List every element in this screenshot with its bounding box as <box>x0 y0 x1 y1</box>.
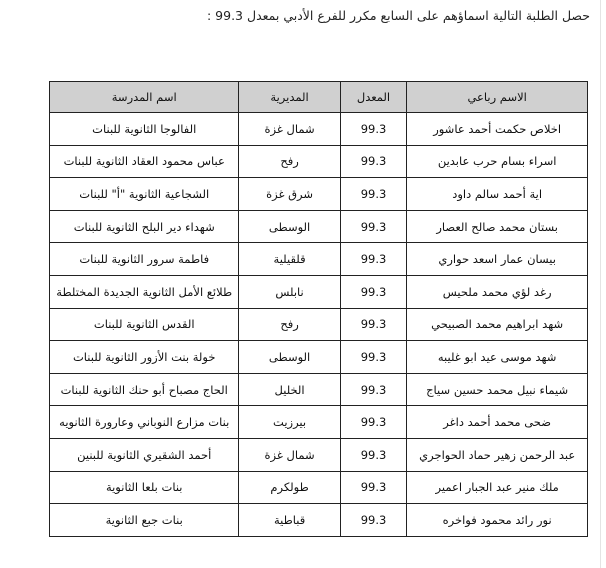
directorate-cell: شمال غزة <box>238 112 341 146</box>
school-name-cell: بنات مزارع النوباني وعارورة الثانويه <box>48 405 240 439</box>
table-row: شهد ابراهيم محمد الصبيحي 99.3 رفح القدس الث… <box>48 307 588 342</box>
school-name-cell: بنات جبع الثانوية <box>48 503 240 537</box>
student-name-cell: ضحى محمد أحمد داغر <box>406 405 588 439</box>
average-cell: 99.3 <box>339 405 408 439</box>
student-name-cell: بستان محمد صالح العصار <box>406 209 588 244</box>
directorate-cell: قباطية <box>238 503 341 537</box>
table-row: اسراء بسام حرب عابدين 99.3 رفح عباس محمود ا… <box>48 144 588 179</box>
average-cell: 99.3 <box>339 242 408 276</box>
header-average: المعدل <box>339 81 408 113</box>
student-name-cell: اسراء بسام حرب عابدين <box>406 144 588 179</box>
directorate-cell: الوسطى <box>238 340 341 374</box>
school-name-cell: عباس محمود العقاد الثانوية للبنات <box>48 144 240 179</box>
directorate-cell: طولكرم <box>238 470 341 505</box>
table-row: عبد الرحمن زهير حماد الحواجري 99.3 شمال غز… <box>48 437 588 472</box>
student-name-cell: رغد لؤي محمد ملحيس <box>406 274 588 309</box>
student-name-cell: نور رائد محمود فواخره <box>406 503 588 537</box>
table-row: ملك منير عبد الجبار اعمير 99.3 طولكرم بنات … <box>48 470 588 505</box>
average-cell: 99.3 <box>339 437 408 472</box>
average-cell: 99.3 <box>339 209 408 244</box>
average-cell: 99.3 <box>339 112 408 146</box>
average-cell: 99.3 <box>339 144 408 179</box>
student-name-cell: ملك منير عبد الجبار اعمير <box>406 470 588 505</box>
average-cell: 99.3 <box>339 307 408 342</box>
average-cell: 99.3 <box>339 177 408 211</box>
header-school: اسم المدرسة <box>48 81 240 113</box>
directorate-cell: بيرزيت <box>238 405 341 439</box>
school-name-cell: القدس الثانوية للبنات <box>48 307 240 342</box>
page-edge <box>600 0 601 568</box>
school-name-cell: خولة بنت الأزور الثانوية للبنات <box>48 340 240 374</box>
average-cell: 99.3 <box>339 470 408 505</box>
header-directorate: المديرية <box>238 81 341 113</box>
student-name-cell: شيماء نبيل محمد حسين سياج <box>406 372 588 407</box>
student-name-cell: اية أحمد سالم داود <box>406 177 588 211</box>
school-name-cell: الشجاعية الثانوية "أ" للبنات <box>48 177 240 211</box>
directorate-cell: رفح <box>238 144 341 179</box>
school-name-cell: طلائع الأمل الثانوية الجديدة المختلطة <box>48 274 240 309</box>
directorate-cell: شرق غزة <box>238 177 341 211</box>
directorate-cell: رفح <box>238 307 341 342</box>
school-name-cell: الفالوجا الثانوية للبنات <box>48 112 240 146</box>
directorate-cell: الخليل <box>238 372 341 407</box>
average-cell: 99.3 <box>339 274 408 309</box>
student-name-cell: بيسان عمار اسعد حواري <box>406 242 588 276</box>
student-name-cell: عبد الرحمن زهير حماد الحواجري <box>406 437 588 472</box>
directorate-cell: شمال غزة <box>238 437 341 472</box>
table-header-row: الاسم رباعي المعدل المديرية اسم المدرسة <box>48 81 588 113</box>
average-cell: 99.3 <box>339 372 408 407</box>
school-name-cell: فاطمة سرور الثانوية للبنات <box>48 242 240 276</box>
student-name-cell: شهد موسى عيد ابو غليبه <box>406 340 588 374</box>
average-cell: 99.3 <box>339 340 408 374</box>
table-row: بستان محمد صالح العصار 99.3 الوسطى شهداء دي… <box>48 209 588 244</box>
table-row: رغد لؤي محمد ملحيس 99.3 نابلس طلائع الأمل ا… <box>48 274 588 309</box>
table-row: نور رائد محمود فواخره 99.3 قباطية بنات جبع … <box>48 503 588 537</box>
table-row: اية أحمد سالم داود 99.3 شرق غزة الشجاعية ال… <box>48 177 588 211</box>
results-table: الاسم رباعي المعدل المديرية اسم المدرسة … <box>48 81 588 537</box>
table-row: ضحى محمد أحمد داغر 99.3 بيرزيت بنات مزارع ا… <box>48 405 588 439</box>
document-title: حصل الطلبة التالية اسماؤهم على السابع مك… <box>206 8 590 23</box>
school-name-cell: شهداء دير البلح الثانوية للبنات <box>48 209 240 244</box>
school-name-cell: الحاج مصباح أبو حنك الثانوية للبنات <box>48 372 240 407</box>
student-name-cell: اخلاص حكمت أحمد عاشور <box>406 112 588 146</box>
directorate-cell: قلقيلية <box>238 242 341 276</box>
header-name: الاسم رباعي <box>406 81 588 113</box>
directorate-cell: نابلس <box>238 274 341 309</box>
student-name-cell: شهد ابراهيم محمد الصبيحي <box>406 307 588 342</box>
directorate-cell: الوسطى <box>238 209 341 244</box>
table-row: شهد موسى عيد ابو غليبه 99.3 الوسطى خولة بنت… <box>48 340 588 374</box>
school-name-cell: بنات بلعا الثانوية <box>48 470 240 505</box>
table-row: اخلاص حكمت أحمد عاشور 99.3 شمال غزة الفالوج… <box>48 112 588 146</box>
table-row: شيماء نبيل محمد حسين سياج 99.3 الخليل الحاج… <box>48 372 588 407</box>
school-name-cell: أحمد الشقيري الثانوية للبنين <box>48 437 240 472</box>
table-row: بيسان عمار اسعد حواري 99.3 قلقيلية فاطمة سر… <box>48 242 588 276</box>
average-cell: 99.3 <box>339 503 408 537</box>
